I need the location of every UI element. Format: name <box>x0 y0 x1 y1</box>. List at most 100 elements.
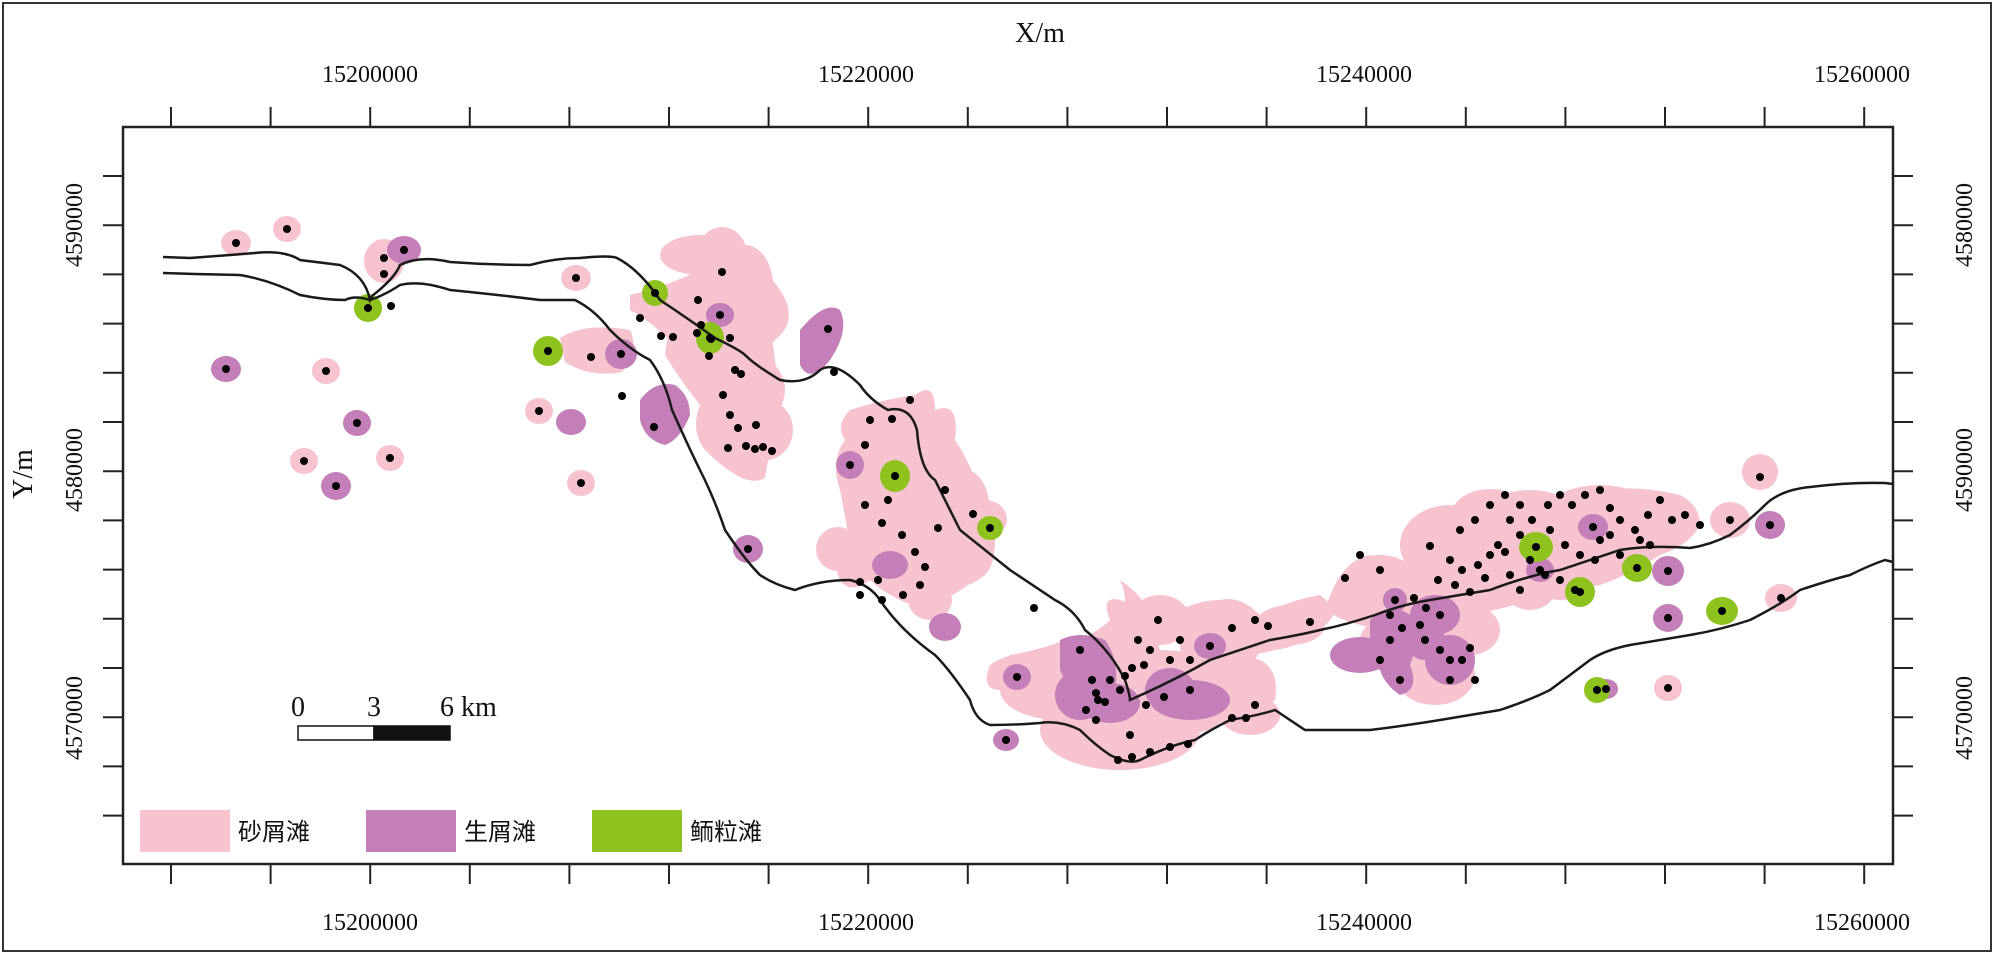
sample-point <box>1456 526 1464 534</box>
sample-point <box>618 392 626 400</box>
sample-point <box>706 334 714 342</box>
sample-point <box>572 274 580 282</box>
sample-point <box>1154 616 1162 624</box>
sample-point <box>1446 676 1454 684</box>
legend-label-bioclastic: 生屑滩 <box>464 818 536 846</box>
sample-point <box>1644 511 1652 519</box>
sample-point <box>752 421 760 429</box>
sample-point <box>1541 571 1549 579</box>
sample-point <box>1561 541 1569 549</box>
sample-point <box>1589 523 1597 531</box>
sample-point <box>1264 622 1272 630</box>
sample-point <box>1116 686 1124 694</box>
sample-point <box>535 407 543 415</box>
sample-point <box>1536 566 1544 574</box>
sample-point <box>1176 636 1184 644</box>
sample-point <box>1756 473 1764 481</box>
sample-point <box>1142 701 1150 709</box>
sample-point <box>1516 501 1524 509</box>
sample-point <box>899 591 907 599</box>
sample-point <box>1486 501 1494 509</box>
sample-point <box>906 396 914 404</box>
y-tick-label-left: 4580000 <box>62 428 88 512</box>
sample-point <box>1556 576 1564 584</box>
sample-point <box>1544 501 1552 509</box>
scale-label-3: 3 <box>367 692 381 723</box>
sample-point <box>1664 567 1672 575</box>
legend-label-sand: 砂屑滩 <box>238 818 310 846</box>
sample-point <box>1581 491 1589 499</box>
sample-point <box>1421 636 1429 644</box>
oolitic-shoal-zones <box>354 280 1738 703</box>
sample-point <box>650 423 658 431</box>
scale-bar-segment-white <box>297 725 375 741</box>
legend: 砂屑滩 生屑滩 鲕粒滩 <box>140 810 762 852</box>
sample-point <box>380 254 388 262</box>
sample-point <box>891 472 899 480</box>
sample-point <box>222 365 230 373</box>
sample-point <box>1088 676 1096 684</box>
sample-point <box>888 415 896 423</box>
sample-point <box>669 333 677 341</box>
sample-point <box>1556 491 1564 499</box>
sample-point <box>1446 556 1454 564</box>
sample-point <box>719 391 727 399</box>
sample-point <box>617 350 625 358</box>
sample-point <box>1166 743 1174 751</box>
sample-point <box>400 246 408 254</box>
sample-point <box>1474 561 1482 569</box>
sample-point <box>657 332 665 340</box>
boundary-line-north <box>162 251 1894 702</box>
sample-point <box>1471 516 1479 524</box>
sample-point <box>380 270 388 278</box>
scale-bar: 0 3 6 km <box>291 692 497 741</box>
sample-point <box>1606 504 1614 512</box>
sample-point <box>1422 604 1430 612</box>
x-tick-label-top: 15240000 <box>1316 62 1412 88</box>
sample-point <box>1636 536 1644 544</box>
x-tick-label-top: 15260000 <box>1814 62 1910 88</box>
sample-point <box>1506 571 1514 579</box>
sample-point <box>1481 574 1489 582</box>
sample-point <box>911 548 919 556</box>
sample-point <box>726 334 734 342</box>
sample-point <box>1501 548 1509 556</box>
tick-marks <box>103 107 1913 884</box>
sample-point <box>861 441 869 449</box>
sample-point <box>1251 701 1259 709</box>
sample-point <box>1458 566 1466 574</box>
sample-point <box>1160 693 1168 701</box>
sample-point <box>1386 636 1394 644</box>
sample-point <box>921 563 929 571</box>
sample-point <box>744 545 752 553</box>
sample-point <box>941 486 949 494</box>
sample-point <box>1410 594 1418 602</box>
sample-point <box>1186 656 1194 664</box>
sample-point <box>856 578 864 586</box>
y-tick-label-left: 4570000 <box>62 676 88 760</box>
sample-point <box>1471 676 1479 684</box>
sample-point <box>1446 656 1454 664</box>
sample-point <box>1631 526 1639 534</box>
sample-point <box>1228 624 1236 632</box>
sample-point <box>1451 581 1459 589</box>
sample-point <box>1664 684 1672 692</box>
sample-point <box>751 445 759 453</box>
sample-point <box>587 353 595 361</box>
sample-point <box>1146 748 1154 756</box>
x-axis-title: X/m <box>1015 18 1065 49</box>
sample-point <box>726 411 734 419</box>
sample-point <box>1593 686 1601 694</box>
sample-point <box>1341 574 1349 582</box>
sample-point <box>651 289 659 297</box>
sample-point <box>1082 706 1090 714</box>
y-tick-label-right: 4580000 <box>1952 183 1978 267</box>
sample-point <box>1516 586 1524 594</box>
sample-point <box>1646 541 1654 549</box>
sample-point <box>1777 594 1785 602</box>
x-tick-label-bottom: 15220000 <box>818 910 914 936</box>
sample-point <box>1386 611 1394 619</box>
sample-point <box>846 461 854 469</box>
sample-point <box>1633 564 1641 572</box>
